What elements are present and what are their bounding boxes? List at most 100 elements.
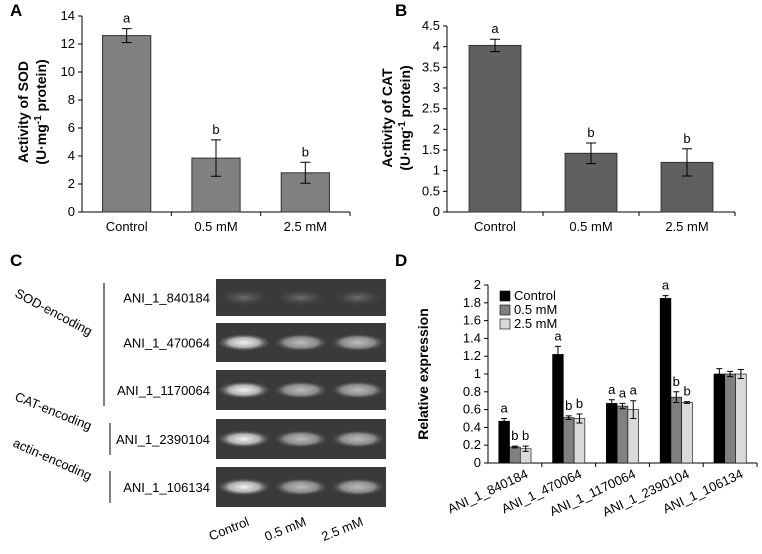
significance-letter: b xyxy=(587,125,594,140)
error-bar xyxy=(576,413,583,424)
y-tick-label: 3 xyxy=(433,80,440,95)
bar xyxy=(681,402,693,464)
error-bar xyxy=(211,139,221,177)
error-bar xyxy=(682,148,692,177)
error-bar xyxy=(684,401,691,404)
group-label: SOD-encoding xyxy=(13,285,95,338)
y-tick-label: 2 xyxy=(474,277,481,292)
y-tick-label: 2 xyxy=(433,121,440,136)
panel-label: D xyxy=(395,251,407,270)
y-tick-label: 0.2 xyxy=(463,437,481,452)
y-axis-unit-part: protein) xyxy=(33,59,49,115)
error-bar xyxy=(490,38,500,53)
legend-swatch xyxy=(499,318,511,330)
significance-letter: b xyxy=(302,144,309,159)
gene-label: ANI_1_2390104 xyxy=(116,432,210,447)
y-tick-label: 6 xyxy=(68,120,75,135)
error-bar xyxy=(619,402,626,410)
y-tick-label: 2.5 xyxy=(422,101,440,116)
significance-letter: b xyxy=(576,396,583,411)
error-bar xyxy=(501,418,508,425)
x-tick-label: 0.5 mM xyxy=(569,219,612,234)
error-bar xyxy=(673,391,680,403)
y-axis-label: Activity of CAT xyxy=(379,68,395,168)
error-bar xyxy=(121,28,132,44)
bar xyxy=(659,298,672,464)
significance-letter: a xyxy=(501,401,509,416)
x-tick-label: Control xyxy=(474,219,516,234)
y-tick-label: 0 xyxy=(68,204,75,219)
y-tick-label: 1 xyxy=(474,366,481,381)
y-tick-label: 2 xyxy=(68,176,75,191)
bar xyxy=(498,420,510,464)
y-tick-label: 1.8 xyxy=(463,295,481,310)
error-bar xyxy=(662,295,669,302)
y-axis-unit-part: -1 xyxy=(33,115,44,124)
bar xyxy=(606,403,618,464)
error-bar xyxy=(586,142,596,165)
y-tick-label: 4 xyxy=(68,148,75,163)
panel-label: C xyxy=(10,251,22,270)
y-tick-label: 0 xyxy=(433,204,440,219)
group-label: CAT-encoding xyxy=(13,389,94,433)
legend-label: Control xyxy=(514,288,556,303)
bar xyxy=(670,396,682,464)
y-axis-label: Relative expression xyxy=(415,308,431,440)
legend-label: 2.5 mM xyxy=(514,316,557,331)
error-bar xyxy=(727,370,734,378)
gel-band xyxy=(216,288,272,307)
gel-band xyxy=(216,478,272,496)
error-bar xyxy=(608,399,615,408)
y-axis-unit: (U·mg-1 protein) xyxy=(397,65,414,170)
gel-band xyxy=(273,288,329,307)
significance-letter: a xyxy=(554,328,562,343)
error-bar xyxy=(716,368,723,380)
gel-band xyxy=(216,430,272,448)
error-bar xyxy=(511,445,518,449)
bar xyxy=(102,35,152,213)
y-tick-label: 8 xyxy=(68,92,75,107)
y-axis-label-text: Activity of CAT xyxy=(379,68,395,168)
gene-label: ANI_1_106134 xyxy=(123,480,210,495)
gel-band xyxy=(330,478,386,496)
y-axis-label: Activity of SOD xyxy=(15,61,31,163)
bar xyxy=(735,373,747,464)
significance-letter: b xyxy=(673,374,680,389)
lane-label: 0.5 mM xyxy=(262,514,308,544)
gene-label: ANI_1_470064 xyxy=(123,336,210,351)
x-tick-label: 2.5 mM xyxy=(665,219,708,234)
gel-band xyxy=(330,381,386,399)
x-tick-label: Control xyxy=(106,219,148,234)
bar xyxy=(713,373,726,464)
bar xyxy=(468,44,522,213)
y-tick-label: 10 xyxy=(61,64,75,79)
significance-letter: a xyxy=(619,385,627,400)
y-tick-label: 14 xyxy=(61,8,75,23)
gene-label: ANI_1_840184 xyxy=(123,291,210,306)
gel-band xyxy=(273,430,329,448)
y-axis-unit-part: protein) xyxy=(397,65,413,121)
y-tick-label: 1 xyxy=(433,163,440,178)
panel-label: B xyxy=(395,1,407,20)
y-tick-label: 1.4 xyxy=(463,330,481,345)
gel-band xyxy=(273,478,329,496)
bar xyxy=(616,405,629,464)
y-tick-label: 4.5 xyxy=(422,18,440,33)
gel-band xyxy=(216,381,272,399)
gel-band xyxy=(330,288,386,307)
error-bar xyxy=(554,345,561,363)
panel-label: A xyxy=(10,1,22,20)
x-tick-label: 0.5 mM xyxy=(194,219,237,234)
y-tick-label: 0.5 xyxy=(422,183,440,198)
y-tick-label: 1.2 xyxy=(463,348,481,363)
significance-letter: a xyxy=(630,383,638,398)
bar xyxy=(552,354,564,464)
error-bar xyxy=(565,415,572,420)
y-tick-label: 3.5 xyxy=(422,59,440,74)
y-axis-unit: (U·mg-1 protein) xyxy=(33,59,50,164)
lane-label: 2.5 mM xyxy=(319,514,365,544)
legend-swatch xyxy=(499,304,511,316)
y-tick-label: 0 xyxy=(474,455,481,470)
legend-label: 0.5 mM xyxy=(514,302,557,317)
